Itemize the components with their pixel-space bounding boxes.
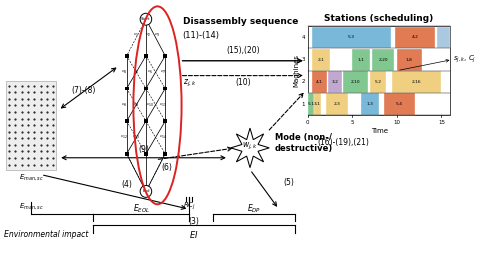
Text: 15: 15 <box>438 120 445 125</box>
Bar <box>163 152 167 156</box>
Text: $o_9$: $o_9$ <box>133 101 140 109</box>
Text: End: End <box>142 190 150 193</box>
Polygon shape <box>231 128 269 168</box>
Text: Start: Start <box>141 17 151 21</box>
Text: 3: 3 <box>301 57 305 62</box>
Text: 1,1: 1,1 <box>358 58 365 62</box>
Bar <box>325 93 348 115</box>
Text: Time: Time <box>371 128 388 134</box>
Text: $o_{10}$: $o_{10}$ <box>145 101 154 109</box>
Bar <box>314 93 321 115</box>
Bar <box>352 49 370 71</box>
Text: (16)-(19),(21): (16)-(19),(21) <box>317 139 369 147</box>
Text: 3,1: 3,1 <box>314 102 321 106</box>
Text: (4): (4) <box>121 180 132 189</box>
Bar <box>125 86 129 90</box>
Bar <box>361 93 379 115</box>
Bar <box>308 26 450 115</box>
Bar <box>144 54 148 58</box>
Bar <box>125 119 129 123</box>
Text: 3,2: 3,2 <box>332 80 338 84</box>
Text: 1,8: 1,8 <box>406 58 413 62</box>
Text: Disassembly sequence: Disassembly sequence <box>182 17 298 26</box>
Text: $z_{j,k}$: $z_{j,k}$ <box>182 78 196 89</box>
Text: $s_{j,k}$, $C_j$: $s_{j,k}$, $C_j$ <box>453 54 477 65</box>
Text: Machines: Machines <box>293 54 299 87</box>
Text: $E_{man, sc}$: $E_{man, sc}$ <box>19 201 44 211</box>
Text: $EI$: $EI$ <box>189 230 199 241</box>
Text: 5: 5 <box>350 120 354 125</box>
Text: $o_6$: $o_6$ <box>146 69 153 76</box>
Text: (3): (3) <box>189 217 200 226</box>
Text: $o_1$: $o_1$ <box>133 32 140 39</box>
Text: $o_3$: $o_3$ <box>154 32 161 39</box>
Text: Stations (scheduling): Stations (scheduling) <box>324 14 434 23</box>
Text: (15),(20): (15),(20) <box>226 46 260 55</box>
Bar <box>328 71 342 93</box>
Bar <box>144 119 148 123</box>
Circle shape <box>140 185 152 197</box>
Bar <box>397 49 422 71</box>
Bar <box>163 54 167 58</box>
Bar <box>163 86 167 90</box>
Text: 2,20: 2,20 <box>378 58 388 62</box>
Text: $o_2$: $o_2$ <box>144 32 151 39</box>
Text: Mode (non-/
destructive): Mode (non-/ destructive) <box>275 133 333 153</box>
Text: 0: 0 <box>306 120 310 125</box>
Text: (10): (10) <box>235 78 251 87</box>
Bar <box>395 27 435 48</box>
Text: 2,16: 2,16 <box>412 80 422 84</box>
Text: 5,1: 5,1 <box>307 102 314 106</box>
Text: $o_7$: $o_7$ <box>160 69 167 76</box>
Bar <box>312 71 326 93</box>
Text: 1,3: 1,3 <box>367 102 373 106</box>
Text: $w_{j,k}$: $w_{j,k}$ <box>242 141 258 153</box>
Text: 5,3: 5,3 <box>348 35 355 39</box>
Text: $o_4$: $o_4$ <box>120 69 127 76</box>
Bar <box>312 49 330 71</box>
Bar <box>163 119 167 123</box>
Text: $E_{EOL}$: $E_{EOL}$ <box>132 203 150 215</box>
Bar <box>370 71 386 93</box>
Text: 2,10: 2,10 <box>351 80 361 84</box>
Text: $o_{11}$: $o_{11}$ <box>159 101 168 109</box>
Text: 4,1: 4,1 <box>316 80 323 84</box>
Text: 2,3: 2,3 <box>333 102 340 106</box>
Bar <box>372 49 394 71</box>
Text: Environmental impact: Environmental impact <box>4 231 89 239</box>
Text: 1: 1 <box>301 102 305 107</box>
Text: $E_{DP}$: $E_{DP}$ <box>247 203 262 215</box>
Text: (6): (6) <box>162 163 172 172</box>
Text: 5,4: 5,4 <box>396 102 403 106</box>
Text: $o_{14}$: $o_{14}$ <box>159 134 168 141</box>
Text: (5): (5) <box>284 178 295 187</box>
Text: $RC_j$: $RC_j$ <box>183 201 196 212</box>
Text: 10: 10 <box>394 120 400 125</box>
Text: (11)-(14): (11)-(14) <box>182 31 219 39</box>
Bar <box>393 71 442 93</box>
Bar <box>6 80 56 170</box>
Text: $o_5$: $o_5$ <box>133 69 140 76</box>
Text: 4: 4 <box>301 35 305 40</box>
Bar <box>125 152 129 156</box>
Text: 2,1: 2,1 <box>318 58 324 62</box>
Text: $o_{12}$: $o_{12}$ <box>120 134 128 141</box>
Bar <box>437 27 450 48</box>
Text: (9): (9) <box>138 145 149 154</box>
Text: $o_{13}$: $o_{13}$ <box>132 134 141 141</box>
Bar <box>144 152 148 156</box>
Text: $o_8$: $o_8$ <box>120 101 127 109</box>
Text: 4,2: 4,2 <box>412 35 419 39</box>
Bar <box>125 54 129 58</box>
Text: 5,2: 5,2 <box>375 80 382 84</box>
Text: $E_{man, sc}$: $E_{man, sc}$ <box>19 171 44 181</box>
Bar <box>308 93 314 115</box>
Bar <box>312 27 391 48</box>
Circle shape <box>140 13 152 25</box>
Bar <box>344 71 369 93</box>
Bar <box>384 93 415 115</box>
Text: 2: 2 <box>301 79 305 84</box>
Text: (7)-(8): (7)-(8) <box>72 86 96 95</box>
Bar <box>144 86 148 90</box>
